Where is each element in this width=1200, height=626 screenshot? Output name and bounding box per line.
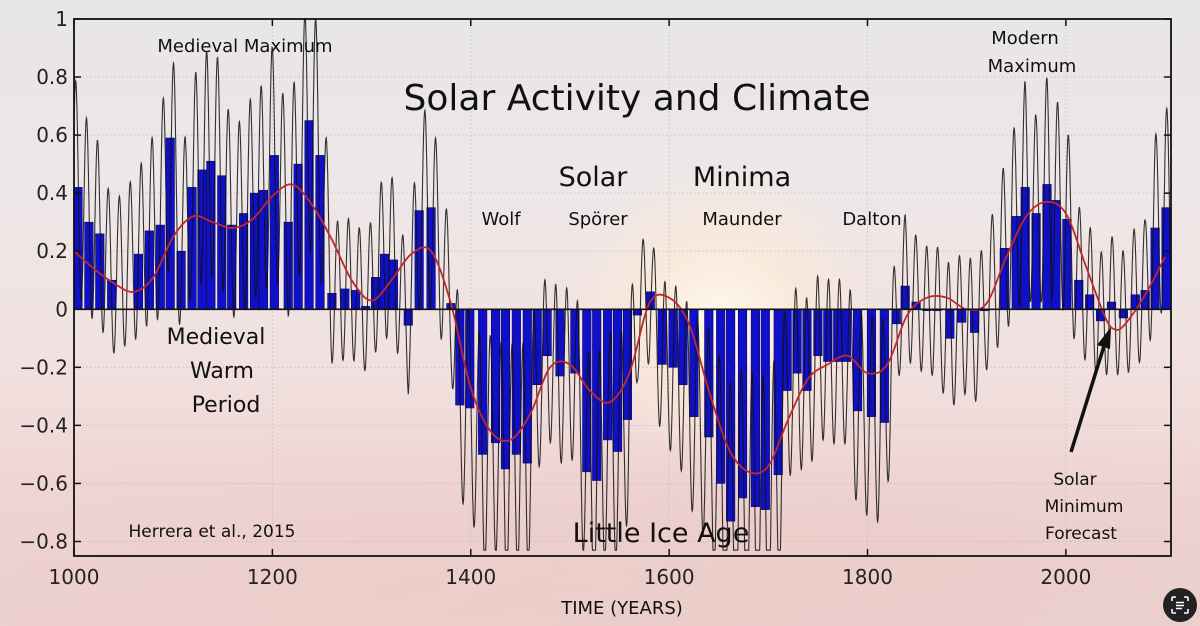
annotation-maunder: Maunder [702, 209, 782, 230]
trend-series [73, 183, 1166, 475]
oscillation-series [73, 18, 1172, 551]
oscillation-line [73, 18, 1172, 551]
x-axis-label: TIME (YEARS) [560, 598, 683, 619]
bar [970, 308, 980, 333]
plot-frame [73, 18, 1172, 557]
annotation-forecast-line3: Forecast [1045, 524, 1117, 544]
bar [532, 308, 542, 386]
annotation-forecast-line2: Minimum [1045, 497, 1124, 517]
annotation-medieval-maximum: Medieval Maximum [157, 36, 332, 57]
bar [388, 259, 398, 310]
x-tick-label: 1200 [247, 565, 298, 589]
bar [258, 189, 268, 310]
annotation-sporer: Spörer [568, 209, 628, 230]
bar [84, 221, 94, 310]
annotation-modern-maximum-line2: Maximum [988, 56, 1077, 77]
axes [73, 18, 1172, 557]
y-tick-label: 0.8 [36, 65, 68, 89]
y-tick-label: −0.8 [19, 529, 68, 553]
trend-line [73, 183, 1166, 475]
y-tick-label: 1 [55, 7, 68, 31]
bar [750, 308, 760, 507]
x-tick-label: 1600 [644, 565, 695, 589]
annotation-mwp-line2: Warm [190, 359, 254, 384]
annotation-solar: Solar [559, 162, 629, 193]
x-tick-label: 2000 [1040, 565, 1091, 589]
bar-series [73, 120, 1171, 522]
annotation-wolf: Wolf [481, 209, 521, 230]
annotation-minima: Minima [693, 162, 791, 193]
y-tick-label: 0.2 [36, 239, 68, 263]
bar [351, 290, 361, 310]
y-tick-label: 0.4 [36, 181, 68, 205]
bar [269, 155, 279, 310]
x-tick-label: 1400 [445, 565, 496, 589]
scan-text-icon [1171, 596, 1189, 614]
y-tick-label: −0.2 [19, 355, 68, 379]
annotation-mwp-line1: Medieval [167, 325, 266, 350]
citation: Herrera et al., 2015 [129, 522, 296, 542]
x-tick-label: 1800 [842, 565, 893, 589]
forecast-arrow [1069, 327, 1111, 453]
x-tick-labels: 1000 1200 1400 1600 1800 2000 [49, 565, 1092, 589]
scan-text-button[interactable] [1163, 588, 1197, 622]
y-tick-label: −0.4 [19, 413, 68, 437]
annotation-forecast-line1: Solar [1053, 470, 1096, 490]
y-tick-labels: −0.8 −0.6 −0.4 −0.2 0 0.2 0.4 0.6 0.8 1 [19, 7, 68, 553]
x-tick-label: 1000 [49, 565, 100, 589]
annotation-mwp-line3: Period [192, 393, 261, 418]
y-tick-label: 0.6 [36, 123, 68, 147]
annotation-modern-maximum-line1: Modern [991, 28, 1059, 49]
bar [612, 308, 623, 452]
bar [478, 308, 488, 455]
y-tick-label: −0.6 [19, 471, 68, 495]
bar [842, 308, 852, 362]
y-tick-label: 0 [55, 297, 68, 321]
annotation-little-ice-age: Little Ice Age [573, 518, 750, 549]
chart-title: Solar Activity and Climate [404, 78, 871, 119]
annotation-dalton: Dalton [842, 209, 901, 230]
bar [945, 308, 955, 339]
